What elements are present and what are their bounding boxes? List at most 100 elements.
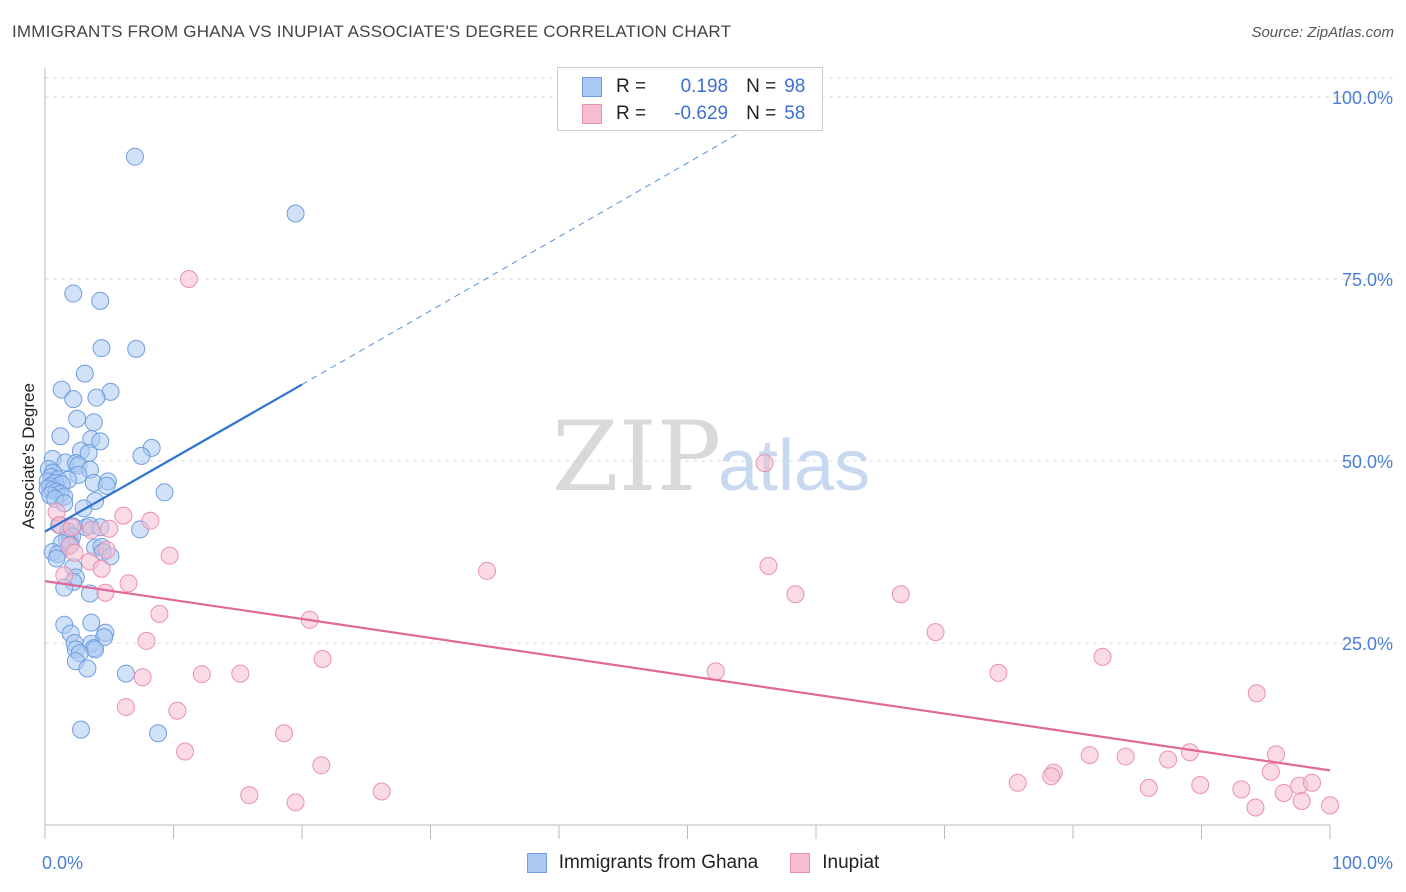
inupiat-point [55,566,74,585]
inupiat-point [1246,798,1265,817]
legend-label-inupiat: Inupiat [822,852,880,873]
legend-n-label: N = [746,76,777,97]
inupiat-point [141,511,160,530]
series-inupiat-points [47,270,1339,817]
tick-labels: 25.0% 50.0% 75.0% 100.0% 0.0% 100.0% [42,88,1393,873]
inupiat-point [891,585,910,604]
ghana-point [78,659,97,678]
inupiat-point [1042,767,1061,786]
correlation-legend: R = 0.198 N = 98 R = -0.629 N = 58 [557,67,823,131]
ghana-point [125,147,144,166]
x-tick-label-0: 0.0% [42,853,83,873]
inupiat-point [989,663,1008,682]
inupiat-point [62,518,81,537]
ghana-point [97,476,116,495]
ghana-point [91,432,110,451]
inupiat-point [168,701,187,720]
inupiat-point [275,724,294,743]
inupiat-point [1180,743,1199,762]
inupiat-point [372,782,391,801]
legend-item-inupiat[interactable]: Inupiat [790,852,879,874]
inupiat-point [1116,747,1135,766]
legend-n-value: 98 [784,76,806,97]
y-tick-label-2: 75.0% [1342,270,1393,290]
ghana-point [47,549,66,568]
inupiat-point [1274,783,1293,802]
inupiat-point [96,583,115,602]
inupiat-point [1321,796,1339,815]
inupiat-point [231,664,250,683]
source-credit: Source: ZipAtlas.com [1251,24,1394,41]
inupiat-point [176,742,195,761]
legend-swatch-inupiat [582,104,602,124]
inupiat-point [1292,791,1311,810]
inupiat-trend-line [44,580,1331,772]
inupiat-point [1080,746,1099,765]
legend-row-ghana: R = 0.198 N = 98 [558,74,805,100]
inupiat-point [240,786,259,805]
x-tick-label-1: 100.0% [1332,853,1393,873]
ghana-point [82,613,101,632]
ghana-point [51,427,70,446]
inupiat-point [119,574,138,593]
ghana-trend-extension [301,132,740,385]
trend-lines [44,132,1331,772]
legend-r-value: -0.629 [674,103,729,124]
axes [44,68,1331,839]
legend-swatch-ghana [582,77,602,97]
inupiat-point [786,585,805,604]
legend-label-ghana: Immigrants from Ghana [558,852,759,873]
y-axis-label: Associate's Degree [19,383,38,529]
ghana-point [64,390,83,409]
inupiat-point [1191,775,1210,794]
inupiat-point [114,506,133,525]
inupiat-point [286,793,305,812]
inupiat-point [97,540,116,559]
legend-r-label: R = [616,76,647,97]
legend-item-ghana[interactable]: Immigrants from Ghana [526,852,759,874]
inupiat-point [65,543,84,562]
inupiat-point [1159,750,1178,769]
ghana-point [116,664,135,683]
inupiat-point [1008,773,1027,792]
inupiat-point [1139,778,1158,797]
legend-n-value: 58 [784,103,806,124]
inupiat-point [92,559,111,578]
inupiat-point [478,561,497,580]
watermark-zip: ZIP [552,401,721,513]
ghana-point [71,720,90,739]
inupiat-point [1232,780,1251,799]
inupiat-point [150,604,169,623]
chart-title: IMMIGRANTS FROM GHANA VS INUPIAT ASSOCIA… [12,22,732,41]
ghana-point [86,640,105,659]
ghana-point [91,291,110,310]
ghana-point [155,483,174,502]
ghana-point [64,284,83,303]
inupiat-point [100,519,119,538]
legend-r-label: R = [616,103,647,124]
inupiat-point [82,521,101,540]
inupiat-point [137,631,156,650]
inupiat-point [179,270,198,288]
inupiat-point [755,454,774,473]
inupiat-point [1267,745,1286,764]
inupiat-point [1247,684,1266,703]
watermark: ZIP atlas [552,401,870,513]
inupiat-point [706,662,725,681]
ghana-trend-line [44,383,303,533]
ghana-point [87,388,106,407]
legend-n-label: N = [746,103,777,124]
legend-r-value: 0.198 [680,76,729,97]
ghana-point [127,339,146,358]
inupiat-point [1261,762,1280,781]
watermark-atlas: atlas [718,426,870,506]
grid-lines [45,77,1395,644]
legend-swatch-ghana [526,853,547,873]
inupiat-point [312,756,331,775]
inupiat-point [160,546,179,565]
inupiat-point [313,650,332,669]
y-tick-label-0: 25.0% [1342,634,1393,654]
inupiat-point [1093,647,1112,666]
inupiat-point [192,665,211,684]
